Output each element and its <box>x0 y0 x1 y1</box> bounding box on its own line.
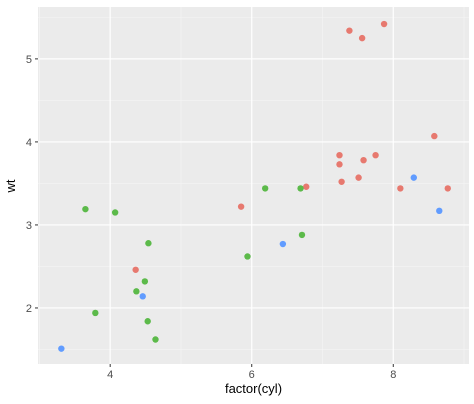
y-tick-label: 2 <box>26 303 32 315</box>
data-points <box>58 20 451 352</box>
data-point-blue <box>58 345 65 352</box>
x-tick-label: 6 <box>249 369 255 381</box>
data-point-green <box>111 209 119 216</box>
data-point-green <box>82 205 89 213</box>
x-tick-label: 8 <box>390 369 396 381</box>
grid-major <box>38 7 469 364</box>
data-point-red <box>346 27 353 34</box>
data-point-red <box>132 266 139 273</box>
data-point-red <box>431 132 438 140</box>
y-tick-label: 4 <box>26 137 32 149</box>
data-point-green <box>141 278 149 285</box>
data-point-green <box>297 185 304 192</box>
data-point-red <box>360 156 367 164</box>
data-point-green <box>152 336 159 343</box>
data-point-blue <box>139 293 146 300</box>
data-point-red <box>380 20 388 28</box>
x-axis-title: factor(cyl) <box>225 381 282 396</box>
y-axis-title: wt <box>3 179 18 193</box>
y-axis-ticks: 2 3 4 5 <box>26 54 38 315</box>
data-point-red <box>338 178 345 185</box>
x-tick-label: 4 <box>107 369 113 381</box>
data-point-red <box>397 185 404 192</box>
plot-panel <box>38 7 469 364</box>
data-point-green <box>92 309 99 317</box>
data-point-red <box>358 34 366 42</box>
x-axis-ticks: 4 6 8 <box>107 364 396 381</box>
data-point-red <box>336 151 343 159</box>
data-point-green <box>145 240 152 247</box>
data-point-red <box>237 203 245 210</box>
y-tick-label: 5 <box>26 54 32 66</box>
data-point-red <box>372 151 379 159</box>
data-point-green <box>298 231 306 239</box>
data-point-red <box>355 174 362 181</box>
data-point-blue <box>410 174 417 181</box>
data-point-green <box>244 253 251 260</box>
data-point-red <box>444 185 451 192</box>
y-tick-label: 3 <box>26 220 32 232</box>
data-point-blue <box>436 207 443 215</box>
data-point-red <box>303 183 310 190</box>
data-point-green <box>144 318 151 325</box>
data-point-green <box>133 288 140 295</box>
data-point-green <box>261 185 269 192</box>
data-point-blue <box>279 240 287 248</box>
data-point-red <box>336 161 343 168</box>
